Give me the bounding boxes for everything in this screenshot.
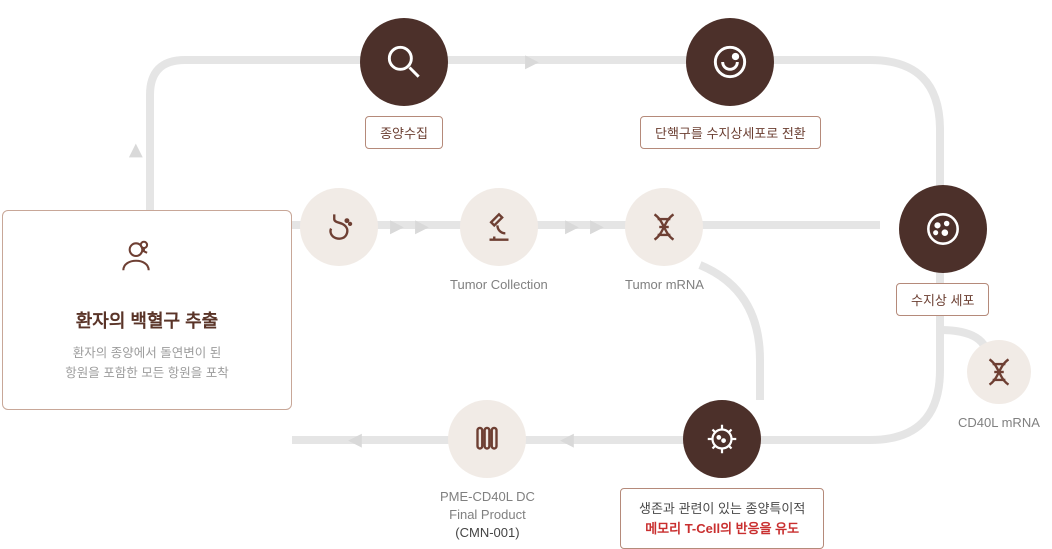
path-arrow-icon: ▶ — [390, 216, 404, 237]
path-arrow-icon: ▶ — [124, 144, 145, 158]
patient-icon — [117, 237, 177, 297]
flowchart-canvas: ▶ ▶ ▶ ▶ ▶ ▶ ▶ ▶ 종양수집 단핵구를 수지상세포로 전환 수지상 … — [0, 0, 1052, 541]
magnifier-icon — [360, 18, 448, 106]
label-tumor-collection-top: 종양수집 — [365, 116, 443, 149]
node-tumor-collection: Tumor Collection — [450, 188, 548, 294]
label-final-product: PME-CD40L DC Final Product (CMN-001) — [440, 488, 535, 543]
dna-icon — [625, 188, 703, 266]
node-tcell: 생존과 관련이 있는 종양특이적 메모리 T-Cell의 반응을 유도 — [620, 400, 824, 549]
path-arrow-icon: ▶ — [415, 216, 429, 237]
label-dc-convert: 단핵구를 수지상세포로 전환 — [640, 116, 821, 149]
hero-title: 환자의 백혈구 추출 — [76, 307, 218, 333]
path-arrow-icon: ▶ — [348, 431, 362, 452]
label-tcell: 생존과 관련이 있는 종양특이적 메모리 T-Cell의 반응을 유도 — [620, 488, 824, 549]
hero-sub-line1: 환자의 종양에서 돌연변이 된 — [73, 346, 221, 360]
path-arrow-icon: ▶ — [590, 216, 604, 237]
node-final-product: PME-CD40L DC Final Product (CMN-001) — [440, 400, 535, 543]
label-tumor-mrna: Tumor mRNA — [625, 276, 704, 294]
label-tumor-collection: Tumor Collection — [450, 276, 548, 294]
dendritic-cell-icon — [899, 185, 987, 273]
virus-cell-icon — [683, 400, 761, 478]
node-tumor-collection-top: 종양수집 — [360, 18, 448, 149]
tcell-line2: 메모리 T-Cell의 반응을 유도 — [639, 519, 805, 539]
hero-patient-box: 환자의 백혈구 추출 환자의 종양에서 돌연변이 된 항원을 포함한 모든 항원… — [2, 210, 292, 410]
path-arrow-icon: ▶ — [565, 216, 579, 237]
node-dc-cell: 수지상 세포 — [896, 185, 989, 316]
hero-subtitle: 환자의 종양에서 돌연변이 된 항원을 포함한 모든 항원을 포착 — [65, 343, 228, 383]
hero-sub-line2: 항원을 포함한 모든 항원을 포착 — [65, 366, 228, 380]
mrna-icon — [967, 340, 1031, 404]
tcell-line1: 생존과 관련이 있는 종양특이적 — [639, 499, 805, 519]
test-tubes-icon — [448, 400, 526, 478]
node-stomach — [300, 188, 378, 266]
node-dc-convert: 단핵구를 수지상세포로 전환 — [640, 18, 821, 149]
label-cd40l: CD40L mRNA — [958, 414, 1040, 432]
final-product-line3: (CMN-001) — [455, 525, 519, 540]
cell-convert-icon — [686, 18, 774, 106]
node-tumor-mrna: Tumor mRNA — [625, 188, 704, 294]
path-arrow-icon: ▶ — [560, 431, 574, 452]
final-product-line2: Final Product — [449, 507, 526, 522]
final-product-line1: PME-CD40L DC — [440, 489, 535, 504]
node-cd40l: CD40L mRNA — [958, 340, 1040, 432]
microscope-icon — [460, 188, 538, 266]
stomach-icon — [300, 188, 378, 266]
path-arrow-icon: ▶ — [525, 51, 539, 72]
label-dc-cell: 수지상 세포 — [896, 283, 989, 316]
